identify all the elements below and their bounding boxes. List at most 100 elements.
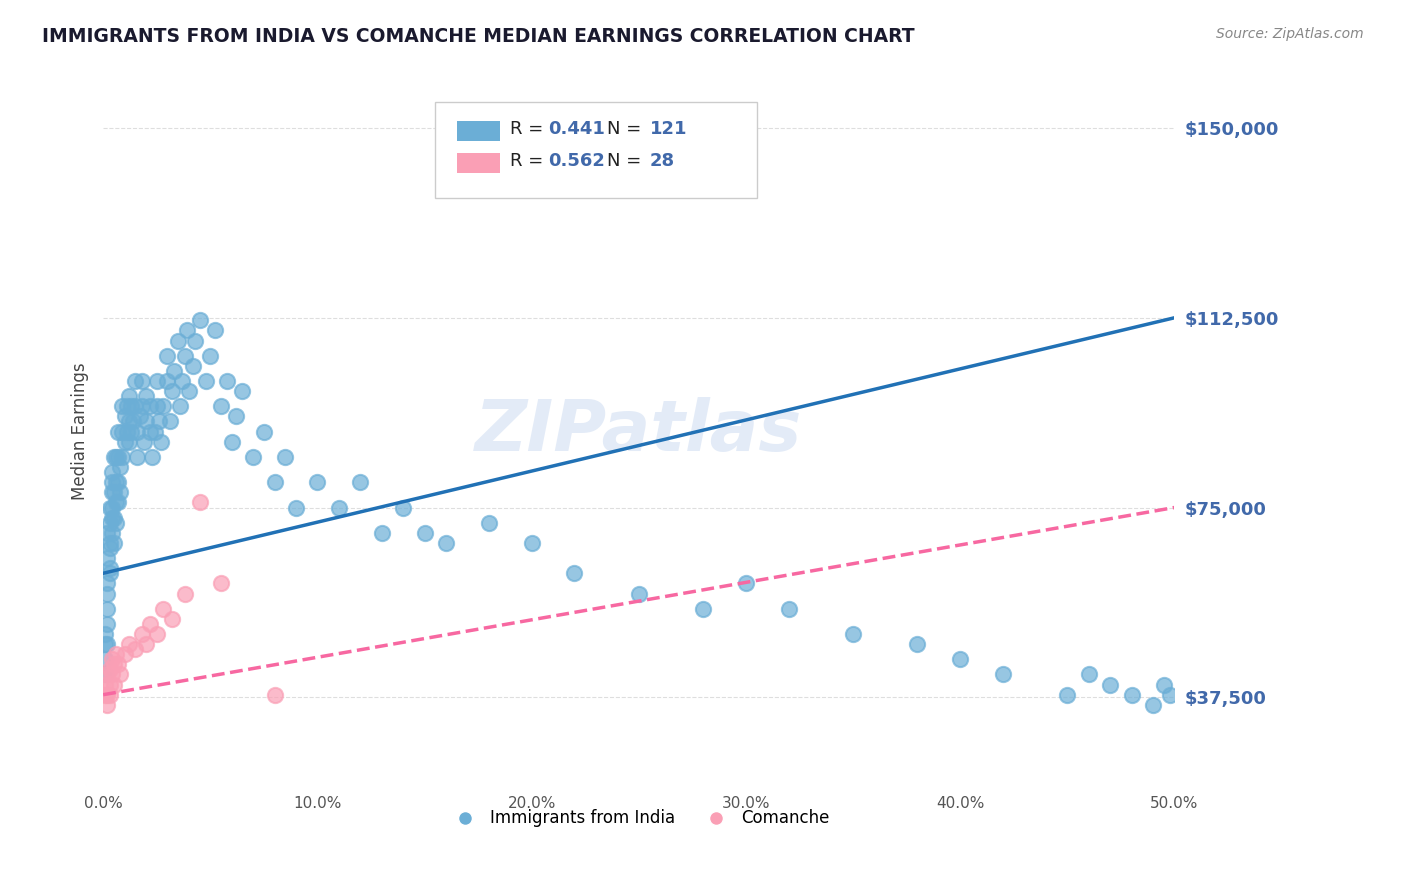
- Point: [131, 400, 153, 414]
- Point: [148, 415, 170, 429]
- Point: [173, 586, 195, 600]
- Point: [96, 698, 118, 712]
- Point: [159, 415, 181, 429]
- Point: [139, 425, 162, 439]
- Point: [242, 450, 264, 464]
- Point: [103, 536, 125, 550]
- Point: [200, 349, 222, 363]
- Point: [98, 688, 121, 702]
- Point: [94, 677, 117, 691]
- Point: [127, 425, 149, 439]
- Point: [194, 374, 217, 388]
- Point: [1077, 667, 1099, 681]
- Point: [111, 425, 134, 439]
- Point: [118, 389, 141, 403]
- Point: [131, 374, 153, 388]
- Point: [100, 525, 122, 540]
- Point: [94, 637, 117, 651]
- Point: [96, 525, 118, 540]
- Point: [176, 323, 198, 337]
- Point: [118, 415, 141, 429]
- Point: [949, 652, 972, 666]
- Point: [132, 434, 155, 449]
- Point: [100, 465, 122, 479]
- Point: [284, 500, 307, 515]
- Point: [143, 425, 166, 439]
- Point: [627, 586, 650, 600]
- Point: [1159, 688, 1181, 702]
- Point: [209, 576, 232, 591]
- Point: [94, 652, 117, 666]
- Y-axis label: Median Earnings: Median Earnings: [72, 363, 89, 500]
- Point: [1153, 677, 1175, 691]
- Point: [124, 374, 146, 388]
- Text: R =: R =: [510, 152, 544, 170]
- Point: [184, 334, 207, 348]
- Point: [141, 450, 163, 464]
- Point: [104, 516, 127, 530]
- Text: N =: N =: [606, 152, 641, 170]
- Point: [1142, 698, 1164, 712]
- Point: [152, 601, 174, 615]
- Point: [111, 450, 134, 464]
- Point: [149, 434, 172, 449]
- Point: [328, 500, 350, 515]
- Point: [103, 450, 125, 464]
- Point: [167, 334, 190, 348]
- Point: [96, 667, 118, 681]
- Point: [135, 637, 157, 651]
- Point: [145, 627, 167, 641]
- Point: [181, 359, 204, 373]
- FancyBboxPatch shape: [457, 121, 499, 141]
- Point: [98, 516, 121, 530]
- Point: [96, 601, 118, 615]
- Point: [131, 627, 153, 641]
- Point: [120, 425, 142, 439]
- Point: [905, 637, 928, 651]
- Point: [98, 677, 121, 691]
- Point: [103, 485, 125, 500]
- Text: IMMIGRANTS FROM INDIA VS COMANCHE MEDIAN EARNINGS CORRELATION CHART: IMMIGRANTS FROM INDIA VS COMANCHE MEDIAN…: [42, 27, 915, 45]
- Point: [172, 374, 194, 388]
- Point: [110, 485, 132, 500]
- Point: [127, 450, 149, 464]
- Text: 0.562: 0.562: [548, 152, 605, 170]
- Point: [118, 434, 141, 449]
- Point: [1099, 677, 1122, 691]
- Text: 121: 121: [650, 120, 688, 138]
- Point: [169, 400, 191, 414]
- Text: ZIPatlas: ZIPatlas: [475, 397, 803, 467]
- Point: [111, 400, 134, 414]
- Point: [103, 510, 125, 524]
- Point: [139, 616, 162, 631]
- Point: [204, 323, 226, 337]
- Point: [114, 434, 136, 449]
- Point: [107, 425, 129, 439]
- Point: [100, 652, 122, 666]
- Point: [104, 450, 127, 464]
- Point: [188, 313, 211, 327]
- Point: [104, 475, 127, 490]
- Point: [145, 400, 167, 414]
- Text: N =: N =: [606, 120, 641, 138]
- Point: [274, 450, 297, 464]
- Point: [145, 374, 167, 388]
- Point: [225, 409, 247, 424]
- Point: [118, 637, 141, 651]
- Point: [100, 475, 122, 490]
- Point: [114, 647, 136, 661]
- Point: [217, 374, 239, 388]
- Point: [110, 460, 132, 475]
- Point: [1121, 688, 1143, 702]
- Point: [98, 662, 121, 676]
- Point: [107, 475, 129, 490]
- Point: [96, 688, 118, 702]
- Point: [253, 425, 276, 439]
- Point: [96, 637, 118, 651]
- Point: [98, 566, 121, 581]
- Point: [98, 561, 121, 575]
- Point: [564, 566, 586, 581]
- Point: [173, 349, 195, 363]
- Point: [156, 349, 179, 363]
- Point: [98, 500, 121, 515]
